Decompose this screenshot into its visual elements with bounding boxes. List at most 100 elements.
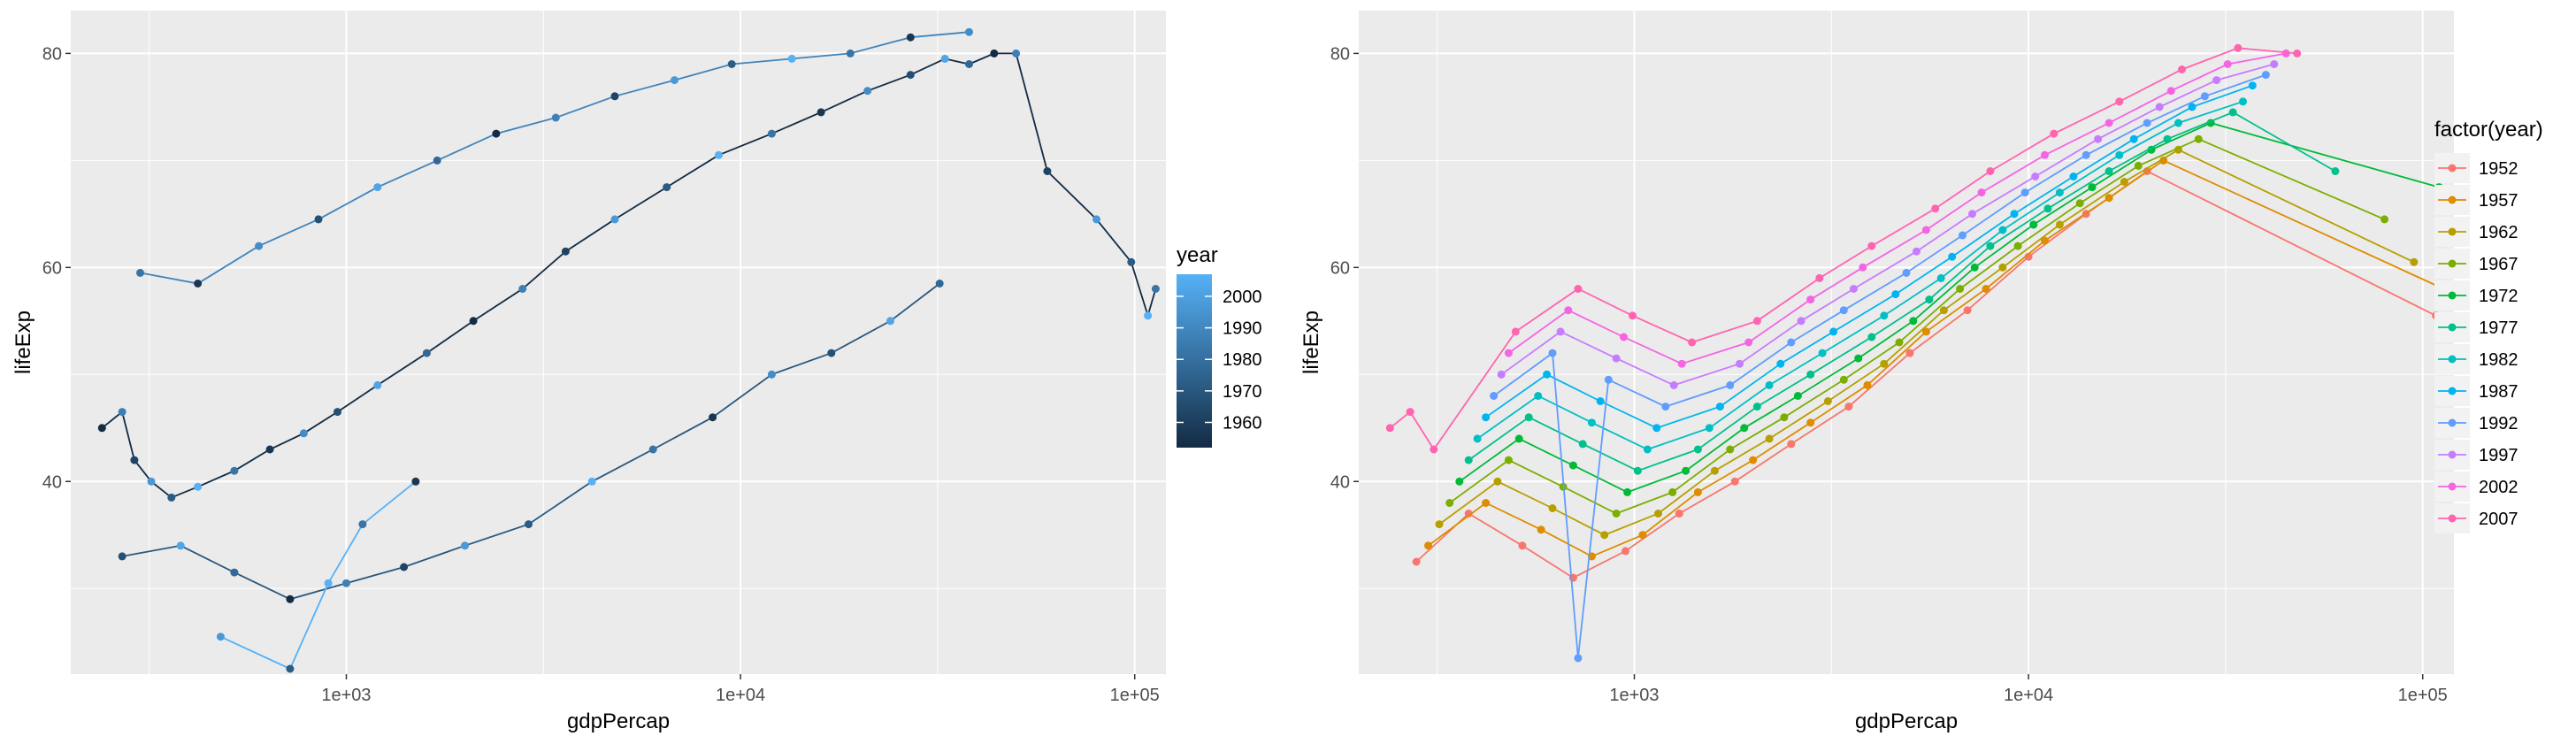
data-series [1412, 167, 2441, 582]
data-point [1844, 403, 1853, 411]
legend: factor(year) 1952 1957 1962 1967 1972 1977 1982… [2434, 118, 2543, 533]
legend-label: 2000 [1223, 288, 1262, 307]
data-point [1504, 456, 1513, 464]
data-point [2261, 71, 2270, 80]
x-axis-tick-label: 1e+05 [1110, 686, 1160, 705]
data-point [1537, 525, 1545, 534]
data-point [1880, 359, 1889, 368]
data-point [2075, 199, 2084, 208]
y-axis-tick-label: 40 [42, 472, 62, 492]
data-point [714, 150, 723, 159]
data-point [1902, 268, 1911, 277]
data-point [767, 129, 776, 138]
data-point [1710, 466, 1719, 475]
data-point [1677, 359, 1686, 368]
data-point [2104, 119, 2113, 127]
data-series [1385, 43, 2302, 454]
data-point [1806, 418, 1815, 427]
data-point [2055, 220, 2064, 229]
data-point [118, 552, 126, 561]
data-series [118, 280, 944, 603]
legend-label: 2002 [2479, 478, 2518, 497]
data-point [1578, 440, 1587, 449]
legend-label: 1987 [2479, 382, 2518, 402]
data-point [610, 215, 619, 224]
data-point [1730, 477, 1739, 486]
data-point [816, 108, 825, 117]
chart-right-factor-year: 1e+03 1e+04 1e+05 40 60 80 gdpPercap lifeExp fac… [1300, 11, 2543, 733]
data-point [1891, 290, 1900, 299]
data-point [1839, 375, 1848, 384]
data-point [2178, 65, 2186, 73]
data-point [358, 520, 367, 529]
legend-item: 1982 [2434, 344, 2518, 374]
legend-item: 2002 [2434, 472, 2518, 502]
data-point [492, 129, 501, 138]
data-point [1543, 370, 1552, 379]
data-point [1863, 380, 1872, 389]
data-point [1464, 510, 1473, 518]
legend-key-point [2448, 259, 2457, 268]
data-point [1823, 397, 1832, 405]
data-point [1793, 392, 1802, 400]
data-point [147, 477, 156, 486]
data-point [727, 60, 736, 68]
data-point [1652, 424, 1661, 433]
data-point [1604, 375, 1613, 384]
data-point [1839, 306, 1848, 315]
data-point [965, 27, 973, 36]
data-point [176, 541, 185, 550]
chart-left-continuous-year: 1e+03 1e+04 1e+05 40 60 80 gdpPercap lifeExp yea… [12, 11, 1262, 733]
data-point [1445, 499, 1454, 507]
data-point [561, 247, 570, 256]
data-point [1455, 477, 1464, 486]
data-point [2228, 108, 2237, 117]
data-point [1931, 204, 1940, 213]
legend-label: 1992 [2479, 414, 2518, 433]
major-gridlines [71, 11, 1166, 674]
x-axis-tick-label: 1e+04 [716, 686, 765, 705]
data-point [610, 92, 619, 101]
data-point [469, 317, 478, 326]
data-point [2143, 119, 2151, 127]
data-point [2115, 97, 2124, 106]
data-point [1921, 226, 1930, 234]
data-series [1445, 134, 2388, 518]
data-point [2050, 129, 2058, 138]
data-point [314, 215, 323, 224]
data-point [1511, 327, 1520, 336]
data-point [1963, 306, 1972, 315]
data-point [230, 466, 239, 475]
data-point [2200, 92, 2209, 101]
data-point [1043, 167, 1052, 175]
data-point [2331, 167, 2340, 175]
data-point [1482, 499, 1491, 507]
legend-colorbar [1177, 274, 1212, 448]
data-point [648, 445, 657, 454]
data-point [299, 429, 308, 438]
data-point [846, 49, 855, 58]
data-point [1986, 167, 1995, 175]
x-axis-title: gdpPercap [567, 709, 670, 733]
data-point [194, 280, 203, 288]
data-point [255, 242, 264, 250]
data-point [1936, 273, 1945, 282]
data-point [1473, 434, 1482, 443]
legend-label: 1977 [2479, 318, 2518, 338]
data-point [167, 493, 176, 502]
data-point [1880, 311, 1889, 320]
data-point [2041, 150, 2049, 159]
data-point [1556, 327, 1565, 336]
legend-label: 1990 [1223, 319, 1262, 339]
data-point [1726, 380, 1735, 389]
legend-item: 1977 [2434, 312, 2518, 342]
data-point [587, 477, 596, 486]
data-point [1622, 547, 1629, 556]
data-point [2094, 134, 2103, 143]
data-point [2147, 145, 2156, 154]
data-point [1752, 403, 1761, 411]
data-point [1867, 242, 1876, 250]
legend-key-point [2448, 355, 2457, 364]
data-point [940, 54, 949, 63]
